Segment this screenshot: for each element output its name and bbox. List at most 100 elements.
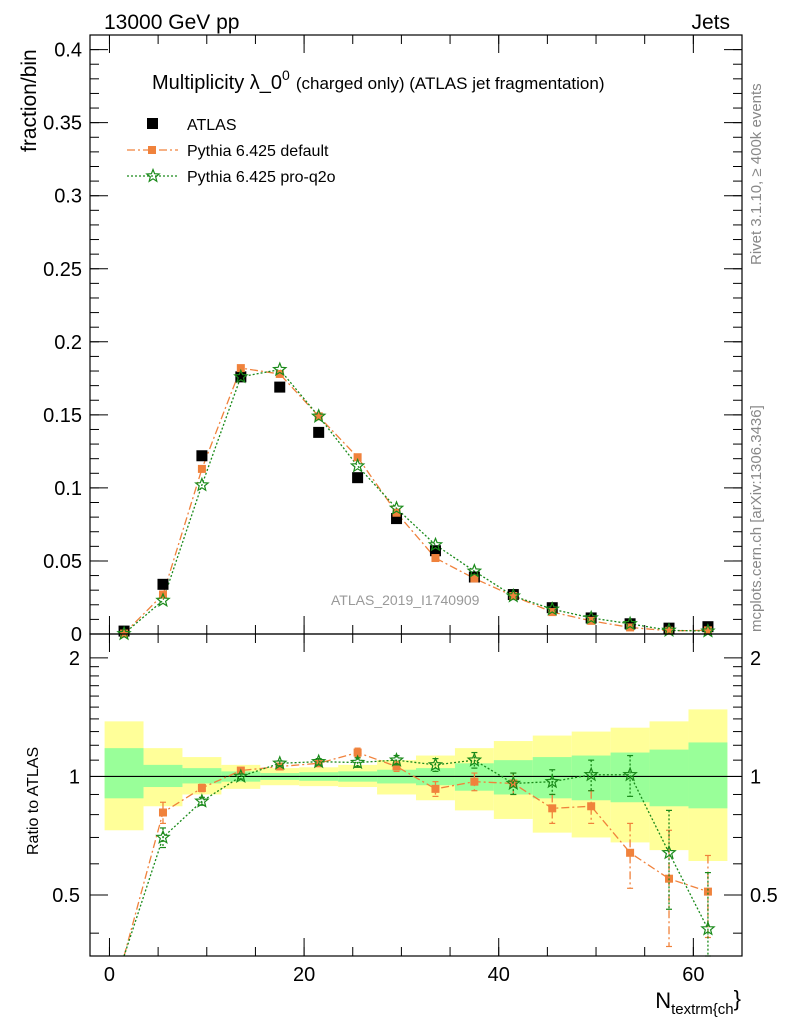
atlas-point: [391, 513, 403, 525]
atlas-point: [429, 545, 441, 557]
ratio-proq2o-point: [466, 752, 483, 767]
default-point: [665, 626, 674, 635]
ratio-ytick-label-right: 0.5: [750, 885, 778, 907]
ratio-default-point: [197, 783, 206, 792]
ratio-proq2o-point: [310, 753, 327, 769]
proq2o-point: [661, 622, 677, 637]
proq2o-point: [272, 361, 288, 377]
ratio-default-point: [392, 762, 401, 771]
default-point: [314, 412, 323, 421]
main-ytick-label: 0.3: [54, 186, 82, 208]
main-ytick-label: 0.05: [43, 551, 82, 573]
ratio-proq2o-point: [388, 752, 405, 767]
proq2o-point: [583, 609, 599, 625]
proq2o-point: [622, 615, 638, 631]
xlabel-sub: textrm{ch: [671, 1001, 734, 1018]
main-ytick-label: 0.15: [43, 405, 82, 427]
ratio-proq2o-point: [349, 754, 366, 770]
ratio-axis-ticks: 0.5 0.51 12 20 20 40 60: [52, 634, 778, 986]
legend-marker-default: [148, 146, 156, 154]
main-ytick-label: 0.4: [54, 40, 82, 62]
main-ylabel: fraction/bin: [18, 49, 41, 152]
header-left: 13000 GeV pp: [104, 11, 239, 34]
legend-label-default: Pythia 6.425 default: [187, 143, 329, 160]
atlas-point: [274, 381, 286, 393]
legend-label-atlas: ATLAS: [187, 117, 237, 134]
ratio-series: [123, 747, 716, 957]
main-title: Multiplicity λ_00 (charged only) (ATLAS j…: [152, 67, 605, 94]
ratio-proq2o-point: [233, 768, 249, 784]
main-panel: 0 0.05 0.1 0.15 0.2 0.25 0.3 0.35 0.4 Multiplici…: [18, 34, 743, 646]
ratio-ytick-label: 2: [69, 648, 80, 670]
ratio-xtick-label: 20: [293, 964, 315, 986]
atlas-point: [546, 602, 558, 614]
green-band: [104, 748, 144, 799]
main-ytick-label: 0: [71, 624, 82, 646]
ratio-proq2o-point: [272, 755, 288, 770]
default-point: [275, 369, 284, 378]
default-point: [197, 464, 206, 473]
atlas-point: [196, 450, 208, 462]
proq2o-line: [123, 368, 708, 635]
ratio-xtick-label: 40: [488, 964, 510, 986]
ratio-panel: 0.5 0.51 12 20 20 40 60 Ratio to ATLAS Ntextrm…: [25, 633, 778, 1018]
ratio-proq2o-point: [505, 775, 522, 791]
ratio-default-point: [626, 848, 635, 857]
proq2o-point: [116, 625, 132, 641]
main-ytick-label: 0.2: [54, 332, 82, 354]
ratio-ytick-label-right: 2: [750, 648, 761, 670]
main-title-text: Multiplicity λ_0: [152, 72, 282, 94]
ratio-proq2o-point: [700, 920, 716, 936]
proq2o-point: [544, 601, 560, 616]
legend-label-proq2o: Pythia 6.425 pro-q2o: [187, 169, 336, 186]
ratio-ytick-label-right: 1: [750, 766, 761, 788]
main-ytick-label: 0.25: [43, 259, 82, 281]
main-axis-ticks: 0 0.05 0.1 0.15 0.2 0.25 0.3 0.35 0.4: [43, 34, 742, 646]
ratio-default-point: [470, 777, 479, 786]
default-point: [431, 554, 440, 563]
main-title-rest: (charged only) (ATLAS jet fragmentation): [296, 74, 605, 93]
proq2o-point: [233, 368, 249, 384]
ratio-xlabel: Ntextrm{ch}: [655, 986, 741, 1018]
proq2o-point: [388, 500, 405, 515]
legend-marker-proq2o: [145, 167, 161, 183]
default-point: [470, 574, 479, 583]
main-ytick-label: 0.35: [43, 113, 82, 135]
ratio-proq2o-point: [194, 793, 210, 808]
ratio-proq2o-point: [583, 766, 599, 782]
ratio-proq2o-line: [123, 759, 709, 957]
rivet-label: Rivet 3.1.10, ≥ 400k events: [748, 83, 765, 265]
ratio-frame: [89, 633, 743, 957]
ratio-xtick-label: 0: [104, 964, 115, 986]
ratio-default-line: [123, 751, 709, 957]
proq2o-point: [427, 536, 444, 552]
atlas-point: [157, 578, 169, 590]
legend-star-shape: [145, 167, 161, 183]
ratio-proq2o-point: [155, 829, 171, 845]
ratio-default-point: [548, 804, 557, 813]
ratio-proq2o-point: [622, 766, 638, 782]
green-band: [649, 749, 689, 807]
header-right: Jets: [691, 11, 730, 34]
default-point: [703, 626, 712, 635]
atlas-point: [313, 426, 325, 438]
ratio-default-point: [353, 748, 362, 757]
default-point: [509, 592, 518, 601]
ratio-default-point: [431, 784, 440, 793]
xlabel-main: N: [655, 988, 671, 1013]
green-band: [688, 742, 728, 809]
default-point: [392, 508, 401, 517]
proq2o-point: [466, 563, 483, 578]
legend: ATLAS Pythia 6.425 default Pythia 6.425 …: [127, 117, 336, 186]
green-band: [182, 768, 222, 784]
proq2o-point: [505, 587, 522, 603]
atlas-point: [235, 371, 247, 383]
legend-marker-atlas: [147, 118, 158, 129]
green-band: [532, 757, 572, 799]
ratio-ylabel: Ratio to ATLAS: [25, 747, 42, 855]
main-series: [116, 361, 716, 641]
default-line: [123, 367, 708, 635]
proq2o-point: [194, 476, 210, 492]
atlas-point: [352, 472, 364, 484]
